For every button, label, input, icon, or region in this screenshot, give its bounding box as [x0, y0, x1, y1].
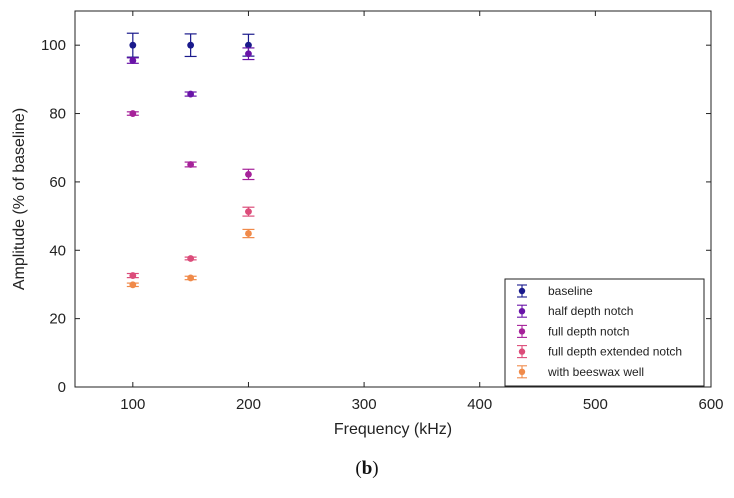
legend-item: with beeswax well [517, 365, 644, 379]
y-tick-label: 80 [49, 106, 66, 123]
data-point [187, 255, 195, 262]
y-tick-label: 100 [41, 37, 66, 54]
y-tick-label: 0 [58, 379, 66, 396]
legend-box [504, 278, 705, 387]
x-tick-label: 300 [352, 396, 377, 413]
legend-item: full depth extended notch [517, 345, 682, 359]
legend-item: full depth notch [517, 324, 629, 338]
data-point [187, 41, 195, 49]
data-point [187, 90, 195, 98]
legend-marker [518, 287, 526, 295]
series-baseline [126, 32, 255, 58]
legend-label: with beeswax well [547, 365, 644, 379]
plot-area: 100 200 300 400 500 600 0 20 40 60 80 100 [41, 10, 724, 413]
legend-label: baseline [548, 284, 593, 298]
x-tick-label: 400 [467, 396, 492, 413]
caption-close: ) [372, 458, 379, 479]
data-point [129, 41, 137, 49]
data-point [187, 274, 195, 282]
legend-label: full depth notch [548, 324, 629, 338]
data-point [129, 57, 137, 64]
data-point [245, 50, 252, 58]
y-tick-label: 20 [49, 311, 66, 328]
data-point [129, 281, 137, 289]
data-point [245, 208, 252, 216]
y-axis-title: Amplitude (% of baseline) [11, 108, 28, 290]
x-axis-title: Frequency (kHz) [334, 421, 452, 438]
caption-letter: b [361, 458, 373, 479]
data-point [187, 161, 195, 168]
legend-marker [518, 348, 526, 355]
legend-label: full depth extended notch [548, 345, 682, 359]
data-point [245, 41, 252, 49]
legend-label: half depth notch [548, 304, 633, 318]
data-point [245, 230, 252, 237]
x-tick-label: 600 [698, 396, 723, 413]
legend: baseline half depth notch full depth notch… [504, 278, 705, 387]
data-point [245, 170, 252, 178]
x-tick-label: 500 [583, 396, 608, 413]
legend-marker [518, 328, 526, 335]
data-point [129, 110, 137, 117]
y-tick-label: 60 [49, 174, 66, 191]
x-tick-label: 200 [236, 396, 261, 413]
y-tick-label: 40 [49, 242, 66, 259]
plot-frame [74, 10, 712, 388]
x-tick-label: 100 [120, 396, 145, 413]
legend-marker [518, 308, 526, 315]
series-half-depth-notch [126, 47, 255, 98]
figure-caption: (b) [0, 458, 734, 480]
series-full-depth-notch [126, 110, 255, 181]
legend-marker [518, 368, 526, 375]
legend-item: half depth notch [517, 304, 633, 318]
legend-item: baseline [517, 284, 593, 298]
series-with-beeswax-well [126, 228, 255, 289]
series-full-depth-extended-notch [126, 206, 255, 279]
caption-open: ( [355, 458, 362, 479]
data-point [129, 272, 137, 279]
